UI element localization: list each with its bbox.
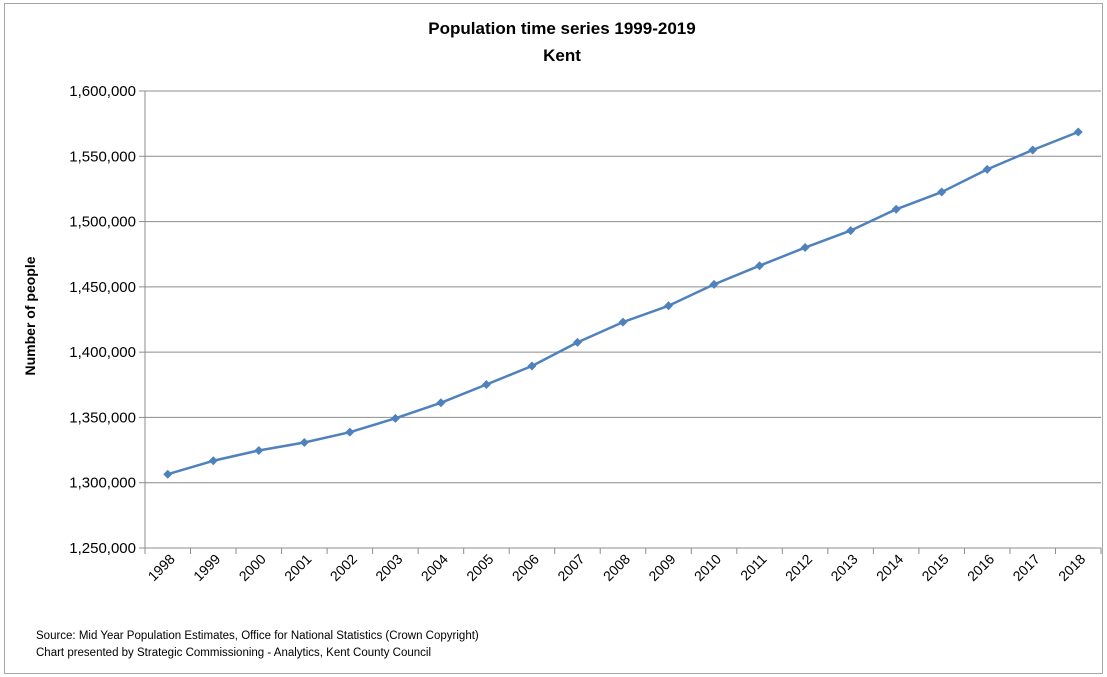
data-point	[208, 456, 218, 466]
data-point	[254, 445, 264, 455]
x-tick-label: 2015	[918, 551, 951, 584]
data-point	[436, 398, 446, 408]
y-tick-label: 1,400,000	[69, 344, 136, 361]
y-tick-label: 1,550,000	[69, 148, 136, 165]
x-axis-ticks: 1998 1999 2000 2001 2002 2003 2004 2005 2006 2007…	[144, 548, 1102, 584]
x-tick-label: 2003	[372, 551, 405, 584]
y-tick-label: 1,600,000	[69, 83, 136, 100]
source-note: Source: Mid Year Population Estimates, O…	[36, 630, 479, 642]
data-point	[481, 380, 491, 390]
data-point	[709, 279, 719, 289]
x-tick-label: 2007	[554, 551, 587, 584]
y-axis-ticks: 1,250,000 1,300,000 1,350,000 1,400,000 1,45…	[69, 83, 145, 557]
chart-title: Population time series 1999-2019	[428, 19, 695, 38]
x-tick-label: 2012	[782, 551, 815, 584]
x-tick-label: 2014	[873, 551, 906, 584]
x-tick-label: 2001	[281, 551, 314, 584]
population-line-chart: Population time series 1999-2019 Kent 1,…	[22, 19, 1102, 659]
x-tick-label: 2008	[600, 551, 633, 584]
data-point	[345, 427, 355, 437]
series-line	[167, 130, 1079, 476]
data-point	[982, 164, 992, 174]
axes	[144, 91, 1101, 549]
x-tick-label: 1998	[145, 551, 178, 584]
x-tick-label: 2016	[964, 551, 997, 584]
x-tick-label: 2009	[645, 551, 678, 584]
y-axis-label: Number of people	[22, 256, 38, 375]
y-tick-label: 1,300,000	[69, 475, 136, 492]
data-point	[299, 437, 309, 447]
x-tick-label: 1999	[190, 551, 223, 584]
data-point	[664, 301, 674, 311]
x-tick-label: 2004	[418, 551, 451, 584]
chart-subtitle: Kent	[543, 46, 581, 65]
x-tick-label: 2017	[1009, 551, 1042, 584]
x-tick-label: 2000	[236, 551, 269, 584]
credit-note: Chart presented by Strategic Commissioni…	[36, 647, 431, 659]
x-tick-label: 2018	[1055, 551, 1088, 584]
x-tick-label: 2010	[691, 551, 724, 584]
data-point	[572, 337, 582, 347]
y-tick-label: 1,250,000	[69, 540, 136, 557]
data-point	[163, 469, 173, 479]
x-tick-label: 2002	[327, 551, 360, 584]
data-point	[1073, 127, 1083, 137]
data-point	[755, 261, 765, 271]
x-tick-label: 2011	[737, 551, 770, 584]
y-tick-label: 1,450,000	[69, 279, 136, 296]
series-layer	[163, 127, 1083, 479]
gridlines	[145, 90, 1101, 484]
data-point	[800, 243, 810, 253]
data-point	[937, 187, 947, 197]
x-tick-label: 2005	[463, 551, 496, 584]
data-point	[618, 317, 628, 327]
chart-frame: Population time series 1999-2019 Kent 1,…	[4, 3, 1103, 674]
y-tick-label: 1,350,000	[69, 409, 136, 426]
data-point	[390, 413, 400, 423]
x-tick-label: 2013	[827, 551, 860, 584]
data-point	[891, 204, 901, 214]
data-point	[1028, 145, 1038, 155]
y-tick-label: 1,500,000	[69, 214, 136, 231]
x-tick-label: 2006	[509, 551, 542, 584]
data-point	[527, 361, 537, 371]
data-point	[846, 226, 856, 236]
